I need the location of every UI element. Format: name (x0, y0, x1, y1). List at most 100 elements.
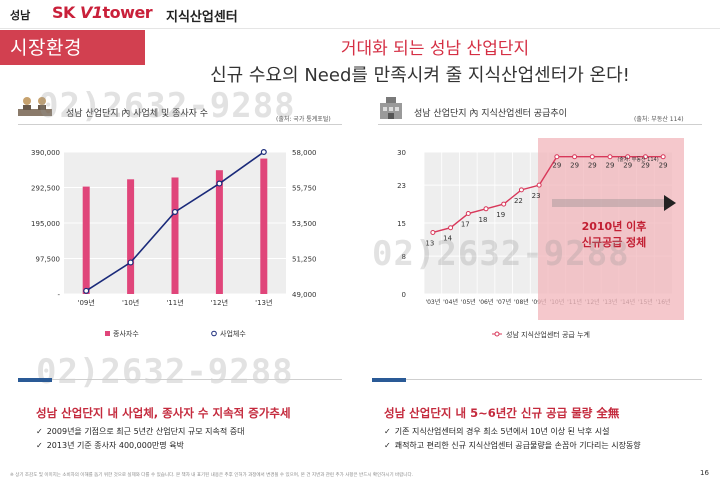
x-axis-tick: '13년 (255, 298, 272, 307)
left-accent-rule (18, 378, 52, 382)
data-label: 29 (623, 162, 632, 170)
left-axis-tick: 195,000 (31, 220, 60, 228)
line-point (536, 182, 542, 188)
arrow-shaft (552, 199, 664, 207)
check-icon: ✓ (384, 427, 391, 436)
bar (171, 177, 179, 294)
right-summary-title: 성남 산업단지 내 5~6년간 신규 공급 물량 全無 (384, 406, 620, 420)
data-label: 29 (606, 162, 615, 170)
left-summary-title: 성남 산업단지 내 사업체, 종사자 수 지속적 증가추세 (36, 406, 291, 420)
x-axis-tick: '08년 (514, 298, 529, 306)
y-axis-tick: 15 (397, 220, 406, 228)
right-axis-tick: 55,750 (292, 185, 317, 193)
x-axis-tick: '03년 (425, 298, 440, 306)
right-bullet-text: 기존 지식산업센터의 경우 최소 5년에서 10년 이상 된 낙후 시설 (394, 427, 610, 436)
data-label: 29 (570, 162, 579, 170)
legend-swatch-point (494, 331, 500, 337)
x-axis-tick: '12년 (211, 298, 228, 307)
data-label: 17 (461, 221, 470, 229)
line-point (127, 259, 134, 266)
left-chart: 390,000 58,000 292,500 55,750 195,000 53,500 9… (31, 149, 317, 338)
series-line (432, 156, 664, 234)
data-label: 29 (641, 162, 650, 170)
callout-line1: 2010년 이후 (582, 219, 647, 233)
line-point (625, 154, 631, 160)
left-chart-source: (출처: 국가 통계포털) (276, 116, 331, 123)
left-axis-tick: 292,500 (31, 185, 60, 193)
left-axis-tick: - (57, 291, 60, 299)
logo-tower: tower (102, 3, 153, 22)
building-icon (380, 97, 402, 119)
footnote: ※ 상기 조감도 및 이미지는 소비자의 이해를 돕기 위한 것으로 실제와 다… (10, 473, 414, 478)
x-axis-tick: '09년 (78, 298, 95, 307)
legend-label-line: 사업체수 (220, 329, 246, 338)
header-title: 지식산업센터 (166, 10, 238, 25)
line-point (642, 154, 648, 160)
x-axis-tick: '10년 (122, 298, 139, 307)
line-point (172, 208, 179, 215)
data-label: 23 (532, 192, 541, 200)
legend-swatch-bar (105, 331, 110, 336)
bar (260, 158, 268, 294)
logo-v1: V1 (80, 3, 103, 22)
data-label: 19 (496, 211, 505, 219)
section-title: 시장환경 (10, 37, 82, 59)
right-axis-tick: 49,000 (292, 291, 317, 299)
line-point (216, 180, 223, 187)
right-summary-divider (406, 379, 702, 380)
legend-swatch-line (211, 330, 217, 337)
y-axis-tick: 23 (397, 182, 406, 190)
section-banner (0, 30, 145, 65)
line-point (465, 211, 471, 217)
data-label: 13 (425, 239, 434, 247)
brand-logo: SK V1tower (52, 3, 153, 22)
left-axis-tick: 390,000 (31, 149, 60, 157)
left-summary-bullet: ✓ 2009년을 기점으로 최근 5년간 산업단지 규모 지속적 증대 (36, 426, 245, 437)
right-axis-tick: 51,250 (292, 256, 317, 264)
left-chart-title: 성남 산업단지 內 사업체 및 종사자 수 (66, 109, 209, 119)
logo-sk: SK (52, 3, 75, 22)
right-axis-tick: 53,500 (292, 220, 317, 228)
bar (82, 186, 90, 294)
check-icon: ✓ (36, 441, 43, 450)
line-point (660, 154, 666, 160)
headline-secondary: 신규 수요의 Need를 만족시켜 줄 지식산업센터가 온다! (210, 65, 630, 86)
arrow-head (664, 195, 676, 211)
line-point (518, 187, 524, 193)
right-chart: 08152330'03년'04년'05년'06년'07년'08년'09년'10년… (397, 138, 684, 339)
y-axis-tick: 8 (402, 253, 406, 261)
highlight-region (538, 138, 684, 320)
line-point (83, 287, 90, 294)
right-chart-title: 성남 산업단지 內 지식산업센터 공급추이 (414, 109, 567, 119)
watermark-middle: 02)2632-9288 (372, 234, 630, 274)
bar (215, 170, 223, 294)
y-axis-tick: 30 (397, 149, 406, 157)
line-point (483, 206, 489, 212)
y-axis-tick: 0 (402, 291, 406, 299)
header-location: 성남 (10, 9, 31, 22)
right-bullet-text: 쾌적하고 편리한 신규 지식산업센터 공급물량을 손꼽아 기다리는 시장동향 (394, 441, 641, 450)
data-label: 29 (552, 162, 561, 170)
right-chart-source: (출처: 부동산 114) (634, 116, 684, 123)
line-point (501, 201, 507, 207)
data-label: 29 (659, 162, 668, 170)
data-label: 22 (514, 197, 523, 205)
right-summary-bullet: ✓ 기존 지식산업센터의 경우 최소 5년에서 10년 이상 된 낙후 시설 (384, 426, 610, 437)
x-axis-tick: '05년 (461, 298, 476, 306)
line-point (554, 154, 560, 160)
callout-line2: 신규공급 정체 (582, 235, 647, 249)
check-icon: ✓ (36, 427, 43, 436)
page-number: 16 (700, 469, 709, 477)
watermark-bottom: 02)2632-9288 (36, 352, 294, 392)
line-point (448, 225, 454, 231)
check-icon: ✓ (384, 441, 391, 450)
data-label: 29 (588, 162, 597, 170)
left-chart-rule (18, 124, 342, 125)
workers-icon (18, 97, 52, 116)
right-summary-bullet: ✓ 쾌적하고 편리한 신규 지식산업센터 공급물량을 손꼽아 기다리는 시장동향 (384, 440, 641, 451)
left-bullet-text: 2013년 기준 종사자 400,000만명 육박 (46, 441, 184, 450)
line-point (430, 229, 436, 235)
line-point (607, 154, 613, 160)
inner-source-note: (출처: 부동산 114) (617, 156, 658, 163)
data-label: 14 (443, 235, 452, 243)
